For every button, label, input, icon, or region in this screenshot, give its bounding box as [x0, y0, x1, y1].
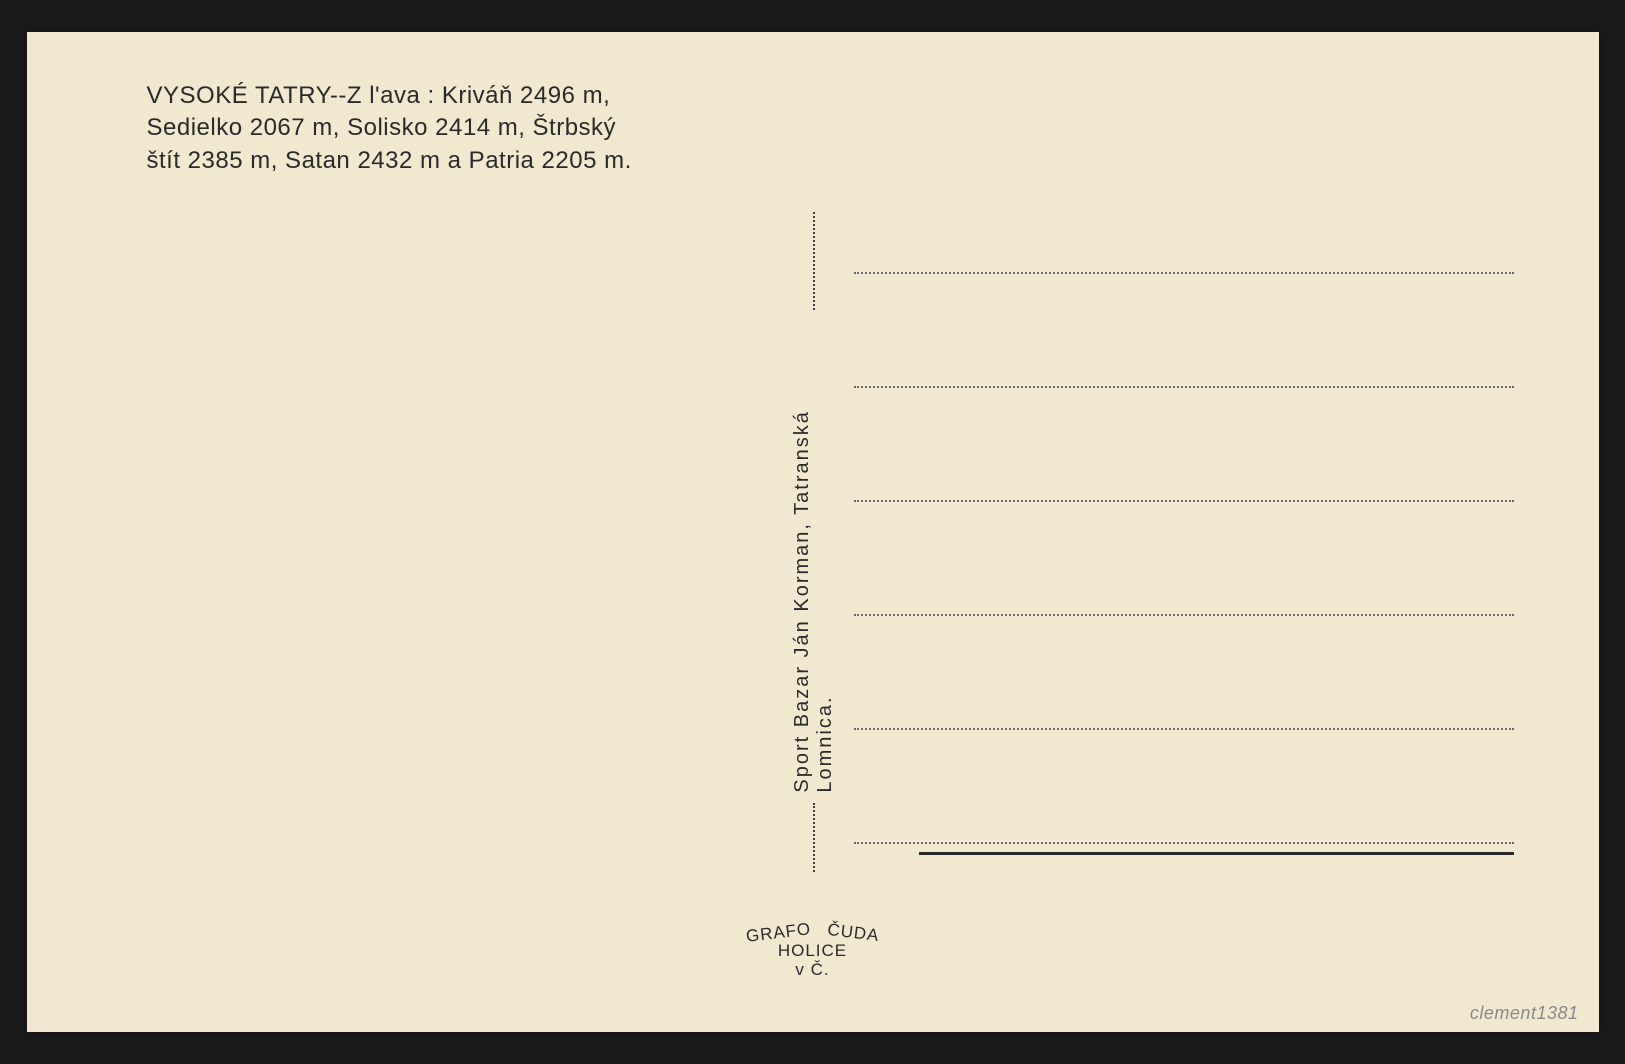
- seller-watermark: clement1381: [1470, 1003, 1579, 1024]
- caption-line-1: VYSOKÉ TATRY--Z l'ava : Kriváň 2496 m,: [147, 80, 632, 112]
- printer-line-1: GRAFO ČUDA: [745, 921, 880, 941]
- address-line: [854, 386, 1514, 388]
- address-line: [854, 500, 1514, 502]
- publisher-vertical-text: Sport Bazar Ján Korman, Tatranská Lomnic…: [791, 320, 837, 793]
- address-line-solid: [919, 852, 1514, 855]
- center-divider: Sport Bazar Ján Korman, Tatranská Lomnic…: [791, 212, 837, 872]
- address-line: [854, 272, 1514, 274]
- address-line: [854, 614, 1514, 616]
- printer-line-3: v Č.: [745, 960, 880, 980]
- caption-line-3: štít 2385 m, Satan 2432 m a Patria 2205 …: [147, 145, 632, 177]
- caption-line-2: Sedielko 2067 m, Solisko 2414 m, Štrbský: [147, 112, 632, 144]
- address-line-dotted-over-solid: [854, 842, 1514, 844]
- address-area: [854, 272, 1514, 855]
- divider-dotted-bottom: [813, 803, 815, 872]
- divider-dotted-top: [813, 212, 815, 310]
- caption-block: VYSOKÉ TATRY--Z l'ava : Kriváň 2496 m, S…: [147, 80, 632, 177]
- postcard-back: VYSOKÉ TATRY--Z l'ava : Kriváň 2496 m, S…: [27, 32, 1599, 1032]
- address-line: [854, 728, 1514, 730]
- printer-mark: GRAFO ČUDA HOLICE v Č.: [745, 921, 880, 980]
